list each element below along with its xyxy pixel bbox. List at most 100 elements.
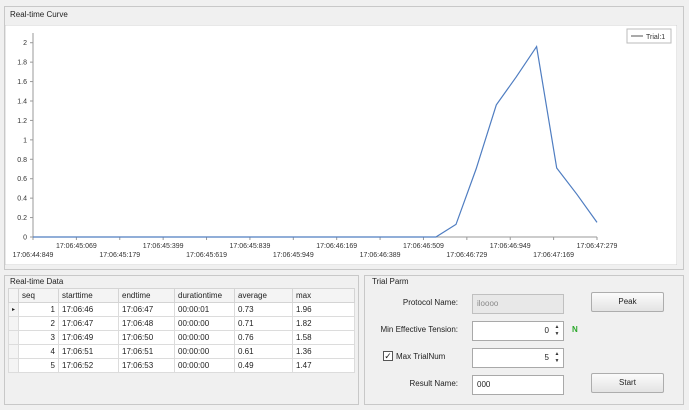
min-tension-stepper[interactable]: 0 ▲ ▼ (472, 321, 564, 341)
table-row[interactable]: 3 17:06:49 17:06:50 00:00:00 0.76 1.58 (8, 330, 355, 345)
row-indicator: ▸ (8, 302, 19, 317)
x-tick-label: 17:06:46:949 (490, 243, 531, 250)
result-name-label: Result Name: (409, 379, 458, 388)
y-tick-label: 0.2 (17, 215, 27, 222)
row-indicator (8, 344, 19, 359)
tension-unit-label: N (572, 325, 578, 334)
cell-average[interactable]: 0.49 (234, 358, 293, 373)
cell-endtime[interactable]: 17:06:51 (118, 344, 175, 359)
cell-seq[interactable]: 5 (18, 358, 59, 373)
cell-durationtime[interactable]: 00:00:01 (174, 302, 235, 317)
row-indicator (8, 330, 19, 345)
x-tick-label: 17:06:45:619 (186, 252, 227, 259)
cell-starttime[interactable]: 17:06:46 (58, 302, 119, 317)
min-tension-label: Min Effective Tension: (380, 325, 458, 334)
curve-panel-title: Real-time Curve (10, 10, 68, 19)
protocol-name-label: Protocol Name: (402, 298, 458, 307)
min-tension-spin-buttons[interactable]: ▲ ▼ (554, 324, 560, 337)
table-row[interactable]: ▸ 1 17:06:46 17:06:47 00:00:01 0.73 1.96 (8, 302, 355, 317)
series-line-trial-1 (33, 45, 598, 238)
max-trialnum-label: Max TrialNum (396, 352, 446, 361)
cell-starttime[interactable]: 17:06:49 (58, 330, 119, 345)
y-tick-label: 2 (23, 40, 27, 47)
x-tick-label: 17:06:44:849 (13, 252, 54, 259)
data-table[interactable]: seq starttime endtime durationtime avera… (8, 288, 355, 373)
table-row[interactable]: 5 17:06:52 17:06:53 00:00:00 0.49 1.47 (8, 358, 355, 373)
max-trialnum-spin-buttons[interactable]: ▲ ▼ (554, 351, 560, 364)
cell-max[interactable]: 1.47 (292, 358, 355, 373)
y-tick-label: 1.6 (17, 79, 27, 86)
y-tick-label: 0.4 (17, 196, 27, 203)
cell-durationtime[interactable]: 00:00:00 (174, 344, 235, 359)
trial-panel-title: Trial Parm (372, 277, 409, 286)
col-header-starttime[interactable]: starttime (58, 288, 119, 303)
table-row[interactable]: 2 17:06:47 17:06:48 00:00:00 0.71 1.82 (8, 316, 355, 331)
x-tick-label: 17:06:47:169 (533, 252, 574, 259)
col-header-max[interactable]: max (292, 288, 355, 303)
cell-average[interactable]: 0.73 (234, 302, 293, 317)
x-tick-label: 17:06:45:949 (273, 252, 314, 259)
table-row[interactable]: 4 17:06:51 17:06:51 00:00:00 0.61 1.36 (8, 344, 355, 359)
row-indicator-header (8, 288, 19, 303)
cell-max[interactable]: 1.82 (292, 316, 355, 331)
data-panel-title: Real-time Data (10, 277, 64, 286)
max-trialnum-value: 5 (544, 353, 549, 362)
row-indicator (8, 358, 19, 373)
x-tick-label: 17:06:46:729 (446, 252, 487, 259)
cell-durationtime[interactable]: 00:00:00 (174, 316, 235, 331)
cell-durationtime[interactable]: 00:00:00 (174, 330, 235, 345)
cell-seq[interactable]: 4 (18, 344, 59, 359)
chart-background (5, 25, 677, 265)
peak-button[interactable]: Peak (591, 292, 664, 312)
x-tick-label: 17:06:46:509 (403, 243, 444, 250)
y-tick-label: 0.8 (17, 157, 27, 164)
cell-max[interactable]: 1.36 (292, 344, 355, 359)
protocol-name-input[interactable]: iloooo (472, 294, 564, 314)
cell-starttime[interactable]: 17:06:47 (58, 316, 119, 331)
min-tension-value: 0 (544, 326, 549, 335)
y-tick-label: 0 (23, 235, 27, 242)
cell-endtime[interactable]: 17:06:48 (118, 316, 175, 331)
x-tick-label: 17:06:46:389 (360, 252, 401, 259)
cell-starttime[interactable]: 17:06:51 (58, 344, 119, 359)
start-button[interactable]: Start (591, 373, 664, 393)
table-header-row: seq starttime endtime durationtime avera… (8, 288, 355, 303)
col-header-seq[interactable]: seq (18, 288, 59, 303)
cell-endtime[interactable]: 17:06:53 (118, 358, 175, 373)
col-header-durationtime[interactable]: durationtime (174, 288, 235, 303)
y-tick-label: 1.8 (17, 60, 27, 67)
cell-endtime[interactable]: 17:06:50 (118, 330, 175, 345)
x-tick-label: 17:06:46:169 (316, 243, 357, 250)
chart-legend: Trial:1 (626, 28, 672, 44)
cell-average[interactable]: 0.76 (234, 330, 293, 345)
trial-parm-panel (364, 275, 684, 405)
cell-max[interactable]: 1.58 (292, 330, 355, 345)
cell-endtime[interactable]: 17:06:47 (118, 302, 175, 317)
x-tick-label: 17:06:45:179 (99, 252, 140, 259)
y-tick-label: 1.4 (17, 99, 27, 106)
cell-max[interactable]: 1.96 (292, 302, 355, 317)
cell-seq[interactable]: 1 (18, 302, 59, 317)
x-tick-label: 17:06:47:279 (577, 243, 618, 250)
x-tick-label: 17:06:45:399 (143, 243, 184, 250)
y-tick-label: 1.2 (17, 118, 27, 125)
cell-average[interactable]: 0.61 (234, 344, 293, 359)
cell-seq[interactable]: 2 (18, 316, 59, 331)
x-tick-label: 17:06:45:839 (229, 243, 270, 250)
y-tick-label: 1 (23, 137, 27, 144)
col-header-average[interactable]: average (234, 288, 293, 303)
max-trialnum-stepper[interactable]: 5 ▲ ▼ (472, 348, 564, 368)
cell-starttime[interactable]: 17:06:52 (58, 358, 119, 373)
legend-label: Trial:1 (646, 34, 665, 41)
x-tick-label: 17:06:45:069 (56, 243, 97, 250)
row-indicator (8, 316, 19, 331)
real-time-data-panel (4, 275, 359, 405)
result-name-input[interactable]: 000 (472, 375, 564, 395)
real-time-curve-chart: 00.20.40.60.811.21.41.61.8217:06:44:8491… (5, 25, 677, 265)
cell-seq[interactable]: 3 (18, 330, 59, 345)
y-tick-label: 0.6 (17, 176, 27, 183)
cell-durationtime[interactable]: 00:00:00 (174, 358, 235, 373)
cell-average[interactable]: 0.71 (234, 316, 293, 331)
max-trialnum-checkbox[interactable]: ✓ (383, 351, 393, 361)
col-header-endtime[interactable]: endtime (118, 288, 175, 303)
